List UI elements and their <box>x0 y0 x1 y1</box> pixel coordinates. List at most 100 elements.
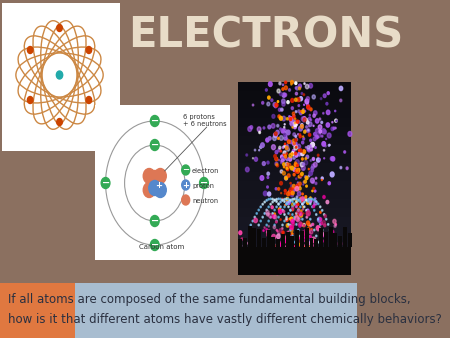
Circle shape <box>266 138 269 142</box>
Bar <box>238 239 242 247</box>
Circle shape <box>262 203 263 205</box>
Circle shape <box>303 169 304 170</box>
Circle shape <box>274 132 277 136</box>
Circle shape <box>57 24 62 31</box>
Circle shape <box>296 120 299 123</box>
Circle shape <box>268 137 271 140</box>
Circle shape <box>296 261 299 265</box>
Circle shape <box>319 130 322 133</box>
Bar <box>324 232 328 247</box>
Circle shape <box>323 195 325 198</box>
Circle shape <box>314 111 317 115</box>
Circle shape <box>314 162 317 167</box>
Circle shape <box>312 237 315 242</box>
Bar <box>238 82 351 92</box>
Circle shape <box>287 200 290 204</box>
Circle shape <box>284 236 286 238</box>
Circle shape <box>307 148 309 151</box>
Circle shape <box>298 210 299 211</box>
Circle shape <box>331 157 335 161</box>
Circle shape <box>266 210 269 215</box>
Circle shape <box>295 160 299 165</box>
Circle shape <box>290 228 293 232</box>
Circle shape <box>288 157 292 161</box>
Circle shape <box>313 264 315 268</box>
Circle shape <box>282 247 283 248</box>
Circle shape <box>282 199 283 201</box>
Circle shape <box>301 223 302 224</box>
Circle shape <box>291 233 293 235</box>
Circle shape <box>298 229 299 231</box>
Circle shape <box>296 198 297 200</box>
Circle shape <box>293 142 295 145</box>
Circle shape <box>290 259 292 261</box>
Circle shape <box>297 98 300 102</box>
Circle shape <box>306 199 307 201</box>
Text: proton: proton <box>192 183 214 189</box>
Circle shape <box>313 205 315 208</box>
Circle shape <box>283 151 286 155</box>
Circle shape <box>339 86 343 91</box>
Circle shape <box>320 98 322 100</box>
Circle shape <box>283 156 286 160</box>
Circle shape <box>240 245 242 246</box>
Circle shape <box>294 118 296 120</box>
Circle shape <box>315 201 317 202</box>
Circle shape <box>325 145 326 147</box>
Circle shape <box>303 136 304 137</box>
Circle shape <box>300 214 301 215</box>
Circle shape <box>275 221 277 223</box>
Circle shape <box>281 159 284 162</box>
Circle shape <box>301 198 302 200</box>
Circle shape <box>300 259 302 262</box>
Bar <box>238 136 351 146</box>
Circle shape <box>290 217 293 221</box>
Circle shape <box>274 247 277 251</box>
Circle shape <box>297 237 299 240</box>
Circle shape <box>288 236 289 238</box>
Circle shape <box>322 142 325 146</box>
Bar <box>290 236 294 247</box>
Circle shape <box>310 198 311 200</box>
Circle shape <box>294 241 295 243</box>
Circle shape <box>292 208 294 211</box>
Circle shape <box>182 165 189 175</box>
Circle shape <box>274 104 277 108</box>
Circle shape <box>294 198 295 200</box>
Circle shape <box>313 125 314 126</box>
Bar <box>295 230 299 247</box>
Circle shape <box>296 254 300 258</box>
Circle shape <box>303 206 304 208</box>
Circle shape <box>304 111 306 112</box>
Circle shape <box>286 131 288 134</box>
Circle shape <box>280 160 283 163</box>
Circle shape <box>299 97 302 101</box>
Circle shape <box>286 198 287 200</box>
Circle shape <box>279 243 281 246</box>
Circle shape <box>308 201 309 202</box>
Circle shape <box>305 130 306 132</box>
Circle shape <box>280 261 284 265</box>
Circle shape <box>284 176 288 180</box>
Circle shape <box>266 199 267 201</box>
Circle shape <box>304 130 306 133</box>
Bar <box>238 109 351 119</box>
Circle shape <box>320 248 321 249</box>
Circle shape <box>289 118 292 121</box>
Circle shape <box>288 174 290 177</box>
Circle shape <box>323 94 326 98</box>
Circle shape <box>307 129 310 132</box>
Circle shape <box>285 131 286 133</box>
Circle shape <box>276 164 279 167</box>
Circle shape <box>323 240 325 242</box>
Circle shape <box>267 176 269 178</box>
Circle shape <box>284 126 285 128</box>
Circle shape <box>295 205 297 207</box>
Circle shape <box>314 210 315 211</box>
Circle shape <box>143 183 155 197</box>
Text: −: − <box>200 178 208 188</box>
Circle shape <box>295 92 297 95</box>
Circle shape <box>286 145 288 148</box>
Circle shape <box>282 93 286 97</box>
Circle shape <box>256 213 257 214</box>
